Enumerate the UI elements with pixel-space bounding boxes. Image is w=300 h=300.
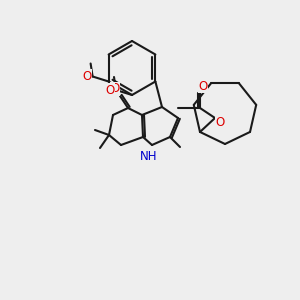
Text: O: O	[82, 70, 91, 83]
Text: O: O	[215, 116, 225, 130]
Text: NH: NH	[140, 149, 158, 163]
Text: O: O	[198, 80, 208, 92]
Text: O: O	[110, 82, 120, 95]
Text: O: O	[105, 83, 115, 97]
